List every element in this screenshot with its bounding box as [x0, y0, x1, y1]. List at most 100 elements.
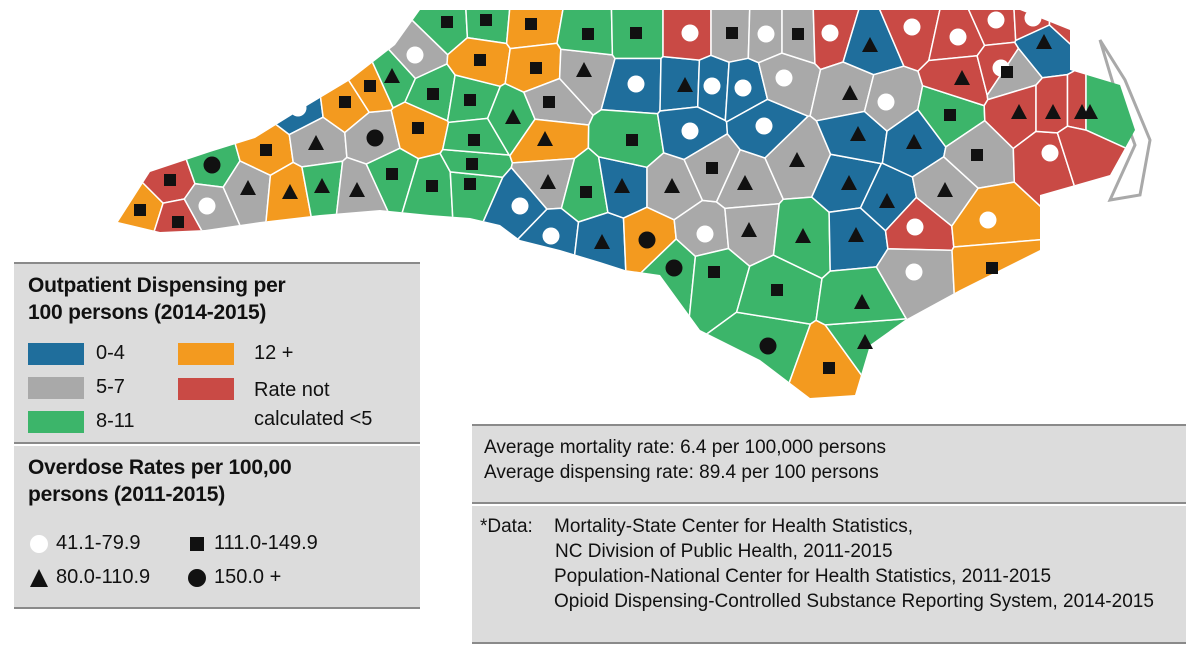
- marker-square: [580, 186, 592, 198]
- marker-square: [474, 54, 486, 66]
- legend-item-not-calculated: Rate not calculated <5: [178, 376, 372, 434]
- county-region: [633, 311, 812, 398]
- marker-open-circle: [987, 11, 1005, 29]
- marker-open-circle: [1041, 144, 1059, 162]
- marker-filled-circle: [759, 337, 777, 355]
- marker-triangle: [282, 184, 298, 199]
- swatch-blue: [28, 342, 84, 365]
- averages-panel: Average mortality rate: 6.4 per 100,000 …: [472, 424, 1186, 504]
- marker-open-circle: [542, 227, 560, 245]
- data-sources-panel: *Data: Mortality-State Center for Health…: [472, 506, 1186, 644]
- marker-triangle: [240, 180, 256, 195]
- data-source-line-2: NC Division of Public Health, 2011-2015: [555, 541, 893, 562]
- marker-triangle: [841, 175, 857, 190]
- marker-triangle: [842, 85, 858, 100]
- data-prefix: *Data:: [480, 516, 533, 537]
- marker-open-circle: [1024, 9, 1042, 27]
- marker-open-circle: [821, 24, 839, 42]
- marker-open-circle: [757, 25, 775, 43]
- marker-square: [426, 180, 438, 192]
- marker-triangle: [879, 193, 895, 208]
- county-region: [118, 10, 196, 204]
- dispensing-legend-title-1: Outpatient Dispensing per: [28, 274, 286, 297]
- open-circle-icon: [30, 534, 48, 553]
- marker-square: [582, 28, 594, 40]
- legend-label: 5-7: [96, 376, 125, 398]
- county-region: [1035, 73, 1069, 134]
- county-region: [556, 10, 614, 56]
- marker-triangle: [737, 175, 753, 190]
- marker-open-circle: [696, 225, 714, 243]
- dispensing-legend-title-2: 100 persons (2014-2015): [28, 301, 267, 324]
- legend-label: 41.1-79.9: [56, 532, 141, 554]
- marker-triangle: [741, 222, 757, 237]
- marker-square: [543, 96, 555, 108]
- marker-triangle: [848, 227, 864, 242]
- marker-triangle: [954, 70, 970, 85]
- marker-square: [525, 18, 537, 30]
- triangle-icon: [30, 568, 48, 587]
- overdose-legend: Overdose Rates per 100,00 persons (2011-…: [14, 446, 420, 609]
- marker-square: [172, 216, 184, 228]
- swatch-gray: [28, 376, 84, 399]
- marker-open-circle: [627, 75, 645, 93]
- overdose-legend-title-1: Overdose Rates per 100,00: [28, 456, 292, 479]
- marker-square: [134, 204, 146, 216]
- marker-triangle: [906, 134, 922, 149]
- legend-label: 12 +: [254, 342, 294, 364]
- marker-filled-circle: [665, 259, 683, 277]
- marker-open-circle: [979, 211, 997, 229]
- filled-circle-icon: [188, 568, 206, 587]
- marker-triangle: [1011, 104, 1027, 119]
- marker-open-circle: [734, 79, 752, 97]
- marker-square: [1001, 66, 1013, 78]
- marker-square: [706, 162, 718, 174]
- marker-square: [530, 62, 542, 74]
- marker-square: [464, 94, 476, 106]
- county-region: [1056, 125, 1135, 294]
- swatch-green: [28, 410, 84, 433]
- marker-square: [164, 174, 176, 186]
- county-region: [128, 10, 241, 189]
- legend-item-square: 111.0-149.9: [186, 532, 318, 555]
- marker-square: [708, 266, 720, 278]
- marker-open-circle: [406, 46, 424, 64]
- legend-item-open-circle: 41.1-79.9: [28, 532, 141, 555]
- marker-square: [971, 149, 983, 161]
- marker-open-circle: [906, 218, 924, 236]
- marker-square: [480, 14, 492, 26]
- marker-triangle: [540, 174, 556, 189]
- legend-label: 8-11: [96, 410, 135, 432]
- marker-open-circle: [681, 122, 699, 140]
- average-dispensing: Average dispensing rate: 89.4 per 100 pe…: [484, 462, 879, 483]
- legend-item-8-11: 8-11: [28, 410, 135, 433]
- marker-triangle: [505, 109, 521, 124]
- marker-open-circle: [775, 69, 793, 87]
- marker-square: [630, 27, 642, 39]
- marker-open-circle: [198, 197, 216, 215]
- marker-triangle: [857, 334, 873, 349]
- marker-filled-circle: [203, 156, 221, 174]
- marker-triangle: [384, 68, 400, 83]
- legend-item-0-4: 0-4: [28, 342, 125, 365]
- marker-open-circle: [1057, 9, 1075, 27]
- marker-square: [626, 134, 638, 146]
- marker-square: [441, 16, 453, 28]
- marker-square: [260, 144, 272, 156]
- marker-triangle: [854, 294, 870, 309]
- marker-triangle: [664, 178, 680, 193]
- marker-triangle: [937, 182, 953, 197]
- marker-square: [339, 96, 351, 108]
- marker-square: [364, 80, 376, 92]
- marker-open-circle: [511, 197, 529, 215]
- marker-open-circle: [703, 77, 721, 95]
- marker-triangle: [614, 178, 630, 193]
- marker-open-circle: [755, 117, 773, 135]
- marker-square: [726, 27, 738, 39]
- marker-square: [466, 158, 478, 170]
- marker-square: [771, 284, 783, 296]
- marker-square: [944, 109, 956, 121]
- legend-label: 150.0 +: [214, 566, 282, 588]
- data-source-line-1: Mortality-State Center for Health Statis…: [554, 516, 914, 537]
